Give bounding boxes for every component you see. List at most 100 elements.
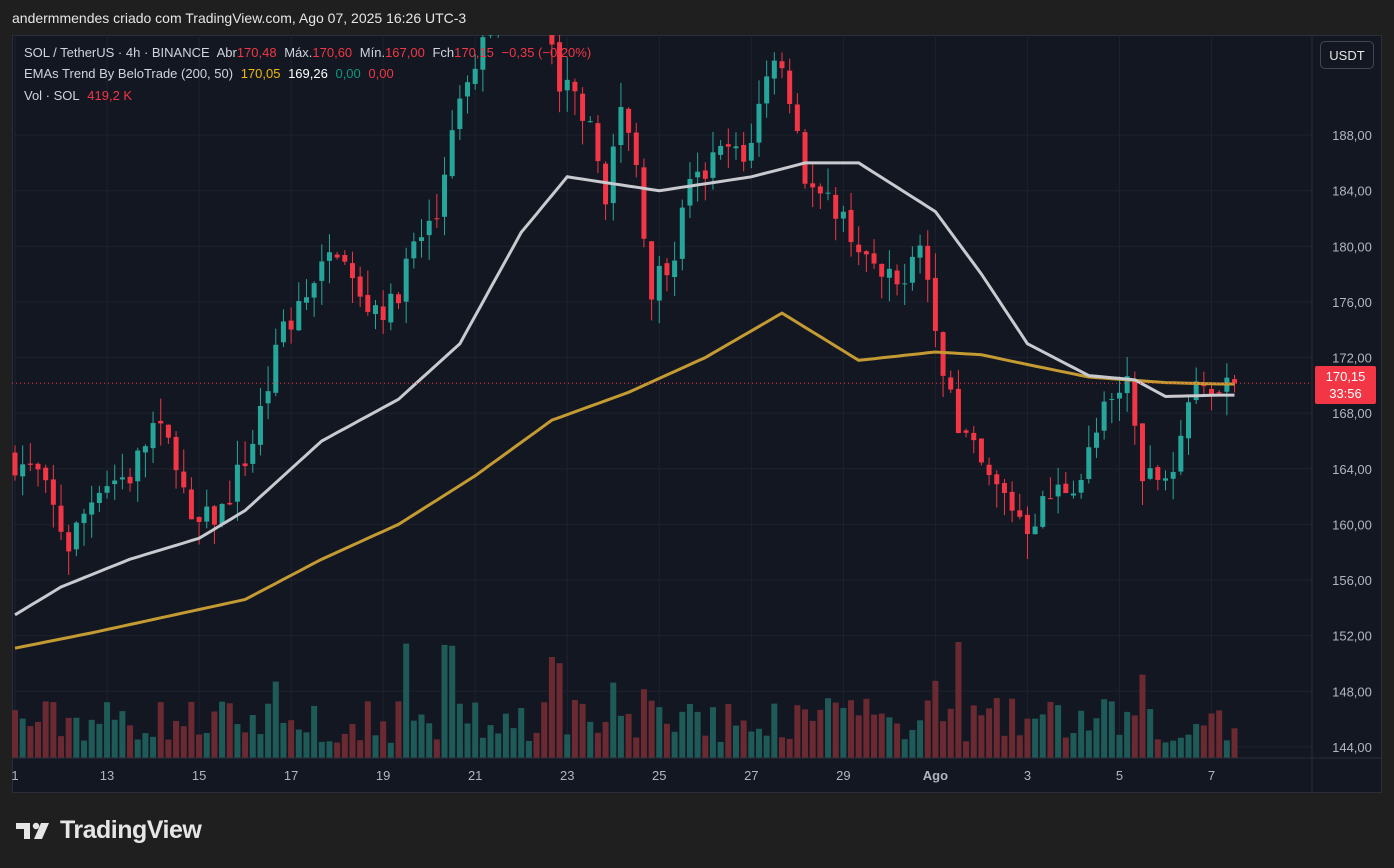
volume-bar <box>970 705 977 758</box>
volume-bar <box>755 728 762 758</box>
candle-body <box>12 452 18 476</box>
volume-bar <box>1162 742 1169 758</box>
volume-bar <box>142 733 149 758</box>
time-tick-label: 21 <box>468 768 482 783</box>
candle-body <box>227 502 233 505</box>
symbol-label[interactable]: SOL / TetherUS · 4h · BINANCE <box>24 45 210 60</box>
candle-body <box>1093 432 1099 448</box>
volume-bar <box>127 725 134 758</box>
candle-body <box>1232 379 1238 384</box>
candle-body <box>787 70 793 104</box>
candle-body <box>1132 378 1138 426</box>
volume-bar <box>1055 705 1062 758</box>
candle-body <box>825 192 831 194</box>
time-axis: 1 13 15 17 19 21 23 25 27 29 Ago 3 5 7 <box>12 757 1382 783</box>
brand-name: TradingView <box>60 816 202 844</box>
candle-body <box>986 464 992 476</box>
candle-body <box>810 183 816 188</box>
candle-body <box>817 186 823 194</box>
last-price-value: 170,15 <box>1325 369 1366 384</box>
volume-bar <box>196 734 203 758</box>
volume-bar <box>817 709 824 758</box>
volume-bar <box>418 714 425 758</box>
tradingview-brand[interactable]: TradingView <box>16 816 202 845</box>
volume-bar <box>947 708 954 758</box>
volume-bar <box>234 724 241 758</box>
candle-body <box>442 174 448 217</box>
candle-body <box>733 146 739 149</box>
volume-bar <box>288 720 295 758</box>
candle-body <box>672 260 678 278</box>
volume-bar <box>633 737 640 758</box>
volume-bar <box>173 720 180 758</box>
close-label: Fch <box>432 45 455 60</box>
candle-body <box>173 436 179 471</box>
price-axis: 188,00 184,00 180,00 176,00 172,00 168,00 164,… <box>1311 35 1372 793</box>
volume-bar <box>771 703 778 758</box>
volume-bar <box>96 723 103 758</box>
volume-bar <box>150 736 157 758</box>
volume-bar <box>725 704 732 758</box>
candle-body <box>756 103 762 143</box>
volume-bar <box>871 714 878 758</box>
candle-body <box>587 121 593 123</box>
volume-bar <box>334 742 341 758</box>
currency-button[interactable]: USDT <box>1320 41 1374 69</box>
candle-body <box>572 81 578 92</box>
candle-body <box>779 61 785 69</box>
candle-body <box>702 170 708 179</box>
candle-body <box>242 463 248 467</box>
chart-panel[interactable] <box>12 35 1382 793</box>
volume-label[interactable]: Vol · SOL <box>24 88 80 103</box>
indicator-name[interactable]: EMAs Trend By BeloTrade (200, 50) <box>24 66 234 81</box>
price-tick-label: 148,00 <box>1332 684 1372 699</box>
candle-body <box>211 506 217 525</box>
candle-body <box>89 502 95 515</box>
candle-body <box>1040 496 1046 527</box>
candle-body <box>196 516 202 522</box>
candle-body <box>250 443 256 464</box>
candle-body <box>1070 493 1076 496</box>
volume-bar <box>502 713 509 758</box>
volume-bar <box>901 739 908 758</box>
volume-bar <box>717 741 724 758</box>
volume-bar <box>510 728 517 758</box>
volume-bar <box>1016 735 1023 758</box>
candle-body <box>1209 388 1215 395</box>
volume-bar <box>104 702 111 758</box>
volume-bar <box>1223 740 1230 758</box>
candle-body <box>265 391 271 404</box>
volume-bar <box>111 719 118 758</box>
candle-body <box>1139 423 1145 482</box>
time-tick-label: 5 <box>1116 768 1123 783</box>
candle-body <box>649 241 655 300</box>
volume-bar <box>326 741 333 758</box>
candles <box>12 35 1238 575</box>
candle-body <box>879 263 885 277</box>
volume-bar <box>249 715 256 758</box>
candle-body <box>564 79 570 91</box>
candle-body <box>257 405 263 445</box>
close-value: 170,15 <box>454 45 494 60</box>
ema200-line <box>14 311 1235 650</box>
candle-body <box>932 277 938 331</box>
volume-bar <box>686 703 693 758</box>
volume-bar <box>802 709 809 758</box>
volume-bar <box>1147 709 1154 758</box>
volume-bar <box>81 740 88 758</box>
candle-body <box>20 464 26 477</box>
volume-bar <box>1062 737 1069 758</box>
candle-body <box>372 305 378 315</box>
time-tick-label: 13 <box>100 768 114 783</box>
candlestick-chart[interactable]: 188,00 184,00 180,00 176,00 172,00 168,00 164,… <box>12 35 1382 793</box>
volume-bar <box>165 739 172 758</box>
candle-body <box>472 68 478 84</box>
volume-bar <box>986 708 993 758</box>
volume-bar <box>1078 710 1085 758</box>
candle-body <box>948 377 954 390</box>
volume-bar <box>740 720 747 758</box>
candle-body <box>1017 510 1023 517</box>
candle-body <box>549 35 555 45</box>
candle-body <box>96 492 102 503</box>
candle-body <box>165 424 171 438</box>
